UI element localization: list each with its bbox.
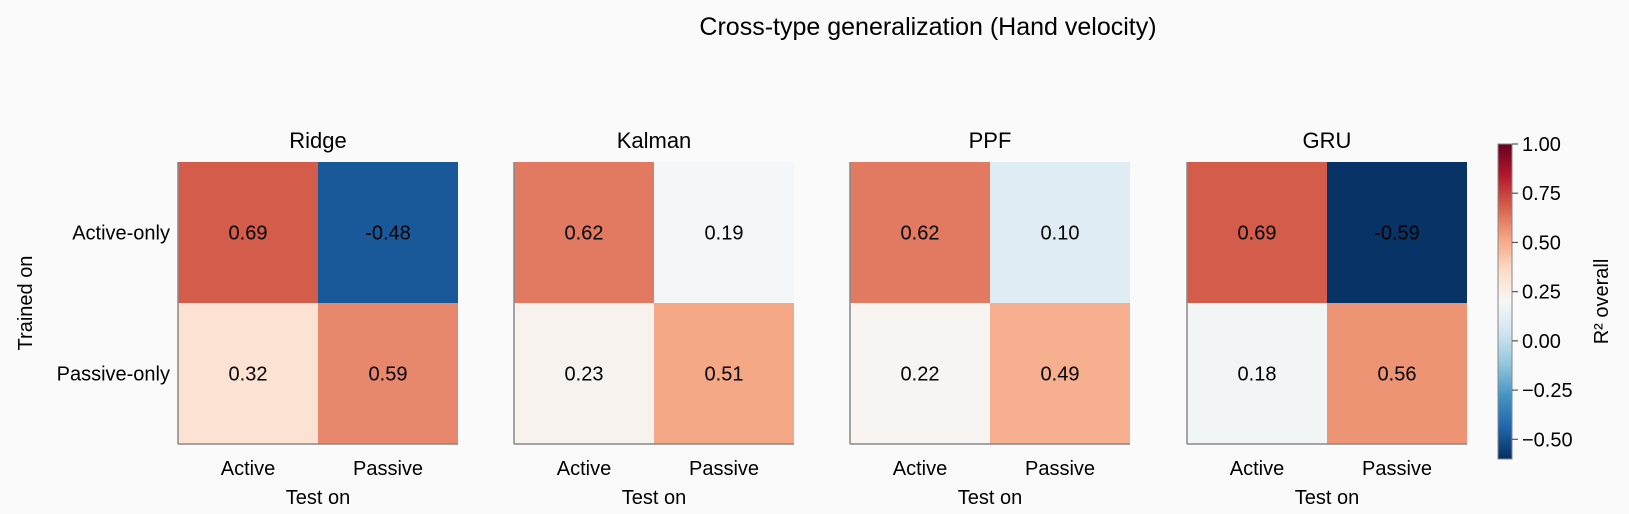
- heatmap-cell: [850, 162, 990, 303]
- x-tick-label: Passive: [1025, 458, 1095, 480]
- x-axis-label: Test on: [1295, 487, 1359, 509]
- heatmap-cell: [1327, 303, 1467, 444]
- chart-title: Cross-type generalization (Hand velocity…: [699, 13, 1156, 41]
- y-axis-label: Trained on: [15, 256, 37, 351]
- heatmap-cell: [514, 303, 654, 444]
- y-tick-label: Active-only: [72, 223, 170, 245]
- colorbar-tick-label: 0.50: [1522, 232, 1561, 254]
- colorbar-tick-label: −0.50: [1522, 429, 1573, 451]
- colorbar-tick-label: 0.25: [1522, 282, 1561, 304]
- cell-value-label: 0.49: [1041, 364, 1080, 386]
- x-tick-label: Active: [557, 458, 611, 480]
- heatmap-cell: [654, 303, 794, 444]
- panel-title: GRU: [1303, 128, 1352, 153]
- colorbar-tick-label: −0.25: [1522, 380, 1573, 402]
- cell-value-label: 0.18: [1238, 364, 1277, 386]
- heatmap-cell: [178, 303, 318, 444]
- cell-value-label: 0.62: [901, 223, 940, 245]
- heatmap-cell: [318, 162, 458, 303]
- heatmap-cell: [990, 303, 1130, 444]
- colorbar-tick-label: 0.00: [1522, 331, 1561, 353]
- cell-value-label: 0.69: [1238, 223, 1277, 245]
- x-tick-label: Active: [221, 458, 275, 480]
- x-axis-label: Test on: [958, 487, 1022, 509]
- cell-value-label: 0.69: [229, 223, 268, 245]
- heatmap-cell: [1187, 303, 1327, 444]
- colorbar-tick-label: 1.00: [1522, 134, 1561, 156]
- heatmap-cell: [1187, 162, 1327, 303]
- cell-value-label: 0.19: [705, 223, 744, 245]
- cell-value-label: 0.59: [369, 364, 408, 386]
- cell-value-label: -0.48: [365, 223, 411, 245]
- colorbar-label: R² overall: [1591, 259, 1613, 345]
- x-tick-label: Active: [893, 458, 947, 480]
- cell-value-label: 0.62: [565, 223, 604, 245]
- x-tick-label: Passive: [1362, 458, 1432, 480]
- cell-value-label: 0.32: [229, 364, 268, 386]
- heatmap-cell: [318, 303, 458, 444]
- x-axis-label: Test on: [622, 487, 686, 509]
- cell-value-label: -0.59: [1374, 223, 1420, 245]
- panel-title: Kalman: [617, 128, 692, 153]
- heatmap-cell: [654, 162, 794, 303]
- heatmap-cell: [514, 162, 654, 303]
- x-axis-label: Test on: [286, 487, 350, 509]
- colorbar-tick-label: 0.75: [1522, 183, 1561, 205]
- colorbar: 1.00 0.75 0.50 0.25 0.00 −0.25 −0.50 R² overall: [1497, 134, 1613, 460]
- x-tick-label: Passive: [689, 458, 759, 480]
- colorbar-gradient: [1497, 143, 1513, 460]
- cell-value-label: 0.56: [1378, 364, 1417, 386]
- heatmap-cell: [850, 303, 990, 444]
- x-tick-label: Passive: [353, 458, 423, 480]
- panel-title: PPF: [969, 128, 1012, 153]
- cell-value-label: 0.23: [565, 364, 604, 386]
- y-tick-label: Passive-only: [57, 364, 170, 386]
- heatmap-cell: [1327, 162, 1467, 303]
- panel-title: Ridge: [289, 128, 346, 153]
- heatmap-cell: [178, 162, 318, 303]
- cell-value-label: 0.51: [705, 364, 744, 386]
- heatmap-cell: [990, 162, 1130, 303]
- x-tick-label: Active: [1230, 458, 1284, 480]
- cell-value-label: 0.10: [1041, 223, 1080, 245]
- cell-value-label: 0.22: [901, 364, 940, 386]
- panel-ridge: Ridge 0.69 -0.48 0.32 0.59 Active PassiveTest …: [57, 128, 458, 509]
- panel-kalman: Kalman 0.62 0.19 0.23 0.51 Active PassiveTest …: [513, 128, 794, 509]
